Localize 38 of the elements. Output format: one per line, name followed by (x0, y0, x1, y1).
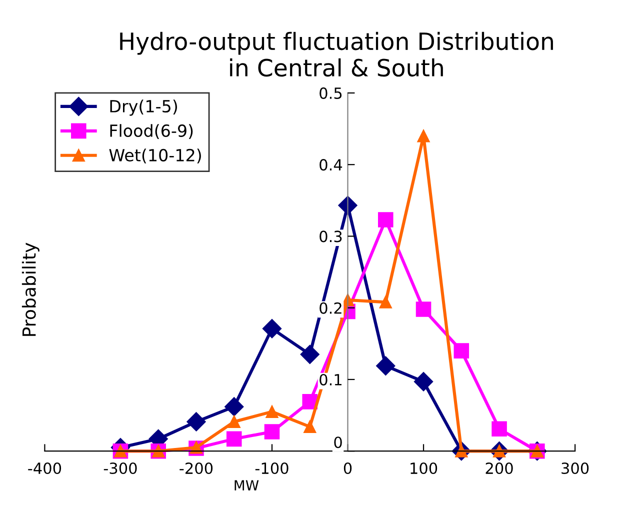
point (302, 394, 318, 410)
point (417, 130, 430, 142)
y-tick-label: 0 (334, 436, 342, 448)
point (228, 415, 240, 428)
x-tick-label: -400 (28, 462, 62, 474)
point (186, 412, 206, 432)
y-axis-title: Probability (22, 242, 40, 336)
y-tick-label: 0.4 (320, 159, 342, 171)
point (224, 397, 244, 416)
point (414, 372, 434, 392)
x-axis-title: MW (234, 480, 259, 490)
point (300, 344, 320, 364)
point (304, 420, 316, 433)
x-tick-label: 200 (486, 462, 513, 474)
x-tick-label: -100 (255, 462, 288, 474)
y-tick-label: 0.3 (320, 230, 342, 242)
point (379, 296, 392, 308)
x-tick-label: 0 (344, 462, 352, 474)
x-tick-label: -300 (104, 462, 137, 474)
point (262, 319, 282, 338)
point (416, 302, 432, 317)
x-tick-label: 100 (410, 462, 438, 474)
legend-label: Wet(10-12) (109, 148, 201, 164)
chart-title: Hydro-output fluctuation Distribution in Central & South (120, 32, 553, 77)
y-tick-label: 0.1 (320, 374, 342, 386)
x-tick-label: -200 (180, 462, 213, 474)
point (266, 405, 278, 418)
point (226, 431, 242, 447)
x-tick-label: 300 (562, 462, 589, 474)
point (376, 356, 396, 376)
y-tick-label: 0.2 (320, 302, 342, 314)
legend-label: Dry(1-5) (110, 100, 177, 116)
point (378, 212, 394, 228)
point (454, 343, 470, 358)
y-tick-label: 0.5 (320, 87, 342, 99)
point (492, 421, 507, 437)
legend-label: Flood(6-9) (110, 124, 193, 139)
point (264, 424, 280, 440)
